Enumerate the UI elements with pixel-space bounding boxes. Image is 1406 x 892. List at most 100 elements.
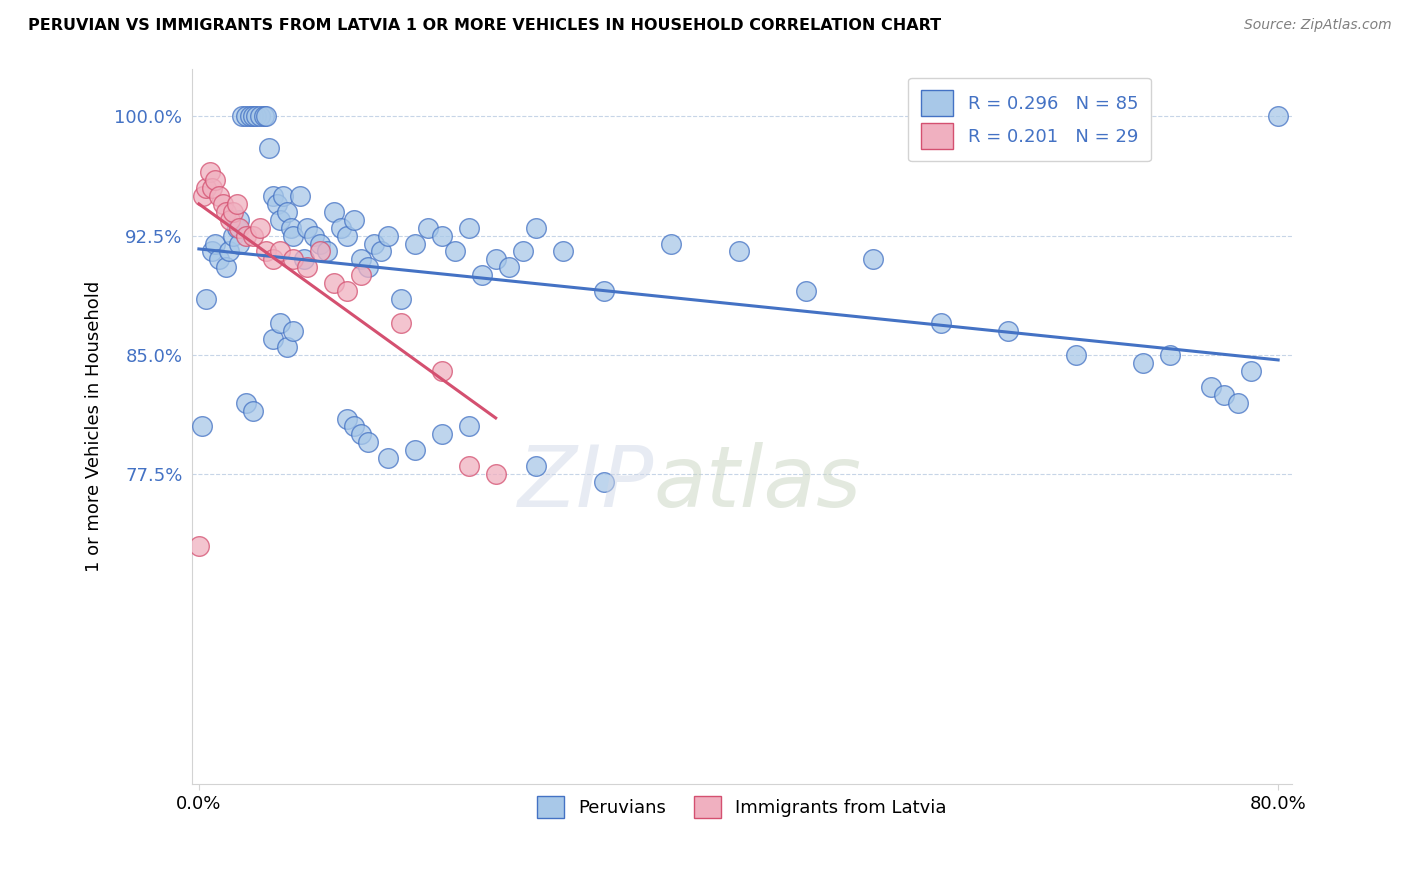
Point: [512, 244, 534, 259]
Point: [457, 459, 479, 474]
Point: [1213, 387, 1236, 401]
Point: [1132, 356, 1154, 370]
Y-axis label: 1 or more Vehicles in Household: 1 or more Vehicles in Household: [86, 281, 103, 572]
Point: [309, 244, 332, 259]
Point: [389, 316, 412, 330]
Point: [249, 109, 271, 123]
Point: [485, 467, 508, 482]
Point: [225, 196, 247, 211]
Point: [194, 181, 217, 195]
Point: [430, 364, 453, 378]
Text: Source: ZipAtlas.com: Source: ZipAtlas.com: [1244, 18, 1392, 32]
Point: [418, 220, 440, 235]
Point: [219, 212, 242, 227]
Point: [215, 260, 238, 275]
Point: [249, 220, 271, 235]
Point: [343, 419, 366, 434]
Text: atlas: atlas: [654, 442, 862, 525]
Point: [215, 204, 238, 219]
Point: [242, 228, 264, 243]
Point: [208, 252, 231, 267]
Point: [457, 419, 479, 434]
Point: [262, 188, 284, 202]
Point: [553, 244, 575, 259]
Point: [322, 277, 344, 291]
Point: [370, 244, 392, 259]
Point: [262, 332, 284, 346]
Point: [221, 228, 243, 243]
Point: [280, 220, 302, 235]
Point: [292, 252, 315, 267]
Point: [329, 220, 352, 235]
Point: [727, 244, 749, 259]
Point: [242, 403, 264, 417]
Point: [253, 109, 276, 123]
Point: [524, 220, 547, 235]
Point: [343, 212, 366, 227]
Point: [212, 196, 235, 211]
Point: [283, 252, 305, 267]
Point: [276, 340, 298, 354]
Point: [283, 324, 305, 338]
Point: [1240, 364, 1263, 378]
Point: [235, 228, 257, 243]
Point: [336, 228, 359, 243]
Point: [592, 475, 614, 490]
Point: [997, 324, 1019, 338]
Point: [1267, 109, 1289, 123]
Point: [266, 196, 288, 211]
Point: [350, 268, 373, 283]
Point: [377, 228, 399, 243]
Point: [794, 285, 817, 299]
Point: [276, 204, 298, 219]
Point: [269, 316, 291, 330]
Point: [1199, 380, 1222, 394]
Point: [271, 188, 294, 202]
Point: [235, 395, 257, 409]
Point: [471, 268, 494, 283]
Point: [524, 459, 547, 474]
Point: [404, 236, 426, 251]
Point: [389, 292, 412, 306]
Point: [208, 188, 231, 202]
Point: [228, 212, 250, 227]
Point: [218, 244, 240, 259]
Point: [1226, 395, 1249, 409]
Point: [929, 316, 952, 330]
Point: [430, 228, 453, 243]
Point: [239, 109, 262, 123]
Point: [430, 427, 453, 442]
Point: [283, 228, 305, 243]
Point: [231, 109, 253, 123]
Point: [235, 109, 257, 123]
Text: ZIP: ZIP: [517, 442, 654, 525]
Point: [191, 188, 214, 202]
Point: [350, 427, 373, 442]
Point: [336, 411, 359, 425]
Point: [295, 220, 318, 235]
Point: [190, 419, 212, 434]
Point: [204, 236, 226, 251]
Point: [242, 109, 264, 123]
Point: [336, 285, 359, 299]
Point: [257, 141, 280, 155]
Point: [198, 165, 221, 179]
Point: [295, 260, 318, 275]
Text: PERUVIAN VS IMMIGRANTS FROM LATVIA 1 OR MORE VEHICLES IN HOUSEHOLD CORRELATION C: PERUVIAN VS IMMIGRANTS FROM LATVIA 1 OR …: [28, 18, 941, 33]
Point: [269, 212, 291, 227]
Legend: Peruvians, Immigrants from Latvia: Peruvians, Immigrants from Latvia: [530, 789, 953, 825]
Point: [254, 109, 277, 123]
Point: [269, 244, 291, 259]
Point: [444, 244, 467, 259]
Point: [309, 236, 332, 251]
Point: [221, 204, 243, 219]
Point: [659, 236, 682, 251]
Point: [302, 228, 325, 243]
Point: [228, 236, 250, 251]
Point: [187, 539, 209, 553]
Point: [592, 285, 614, 299]
Point: [201, 181, 224, 195]
Point: [288, 188, 311, 202]
Point: [245, 109, 267, 123]
Point: [1159, 348, 1181, 362]
